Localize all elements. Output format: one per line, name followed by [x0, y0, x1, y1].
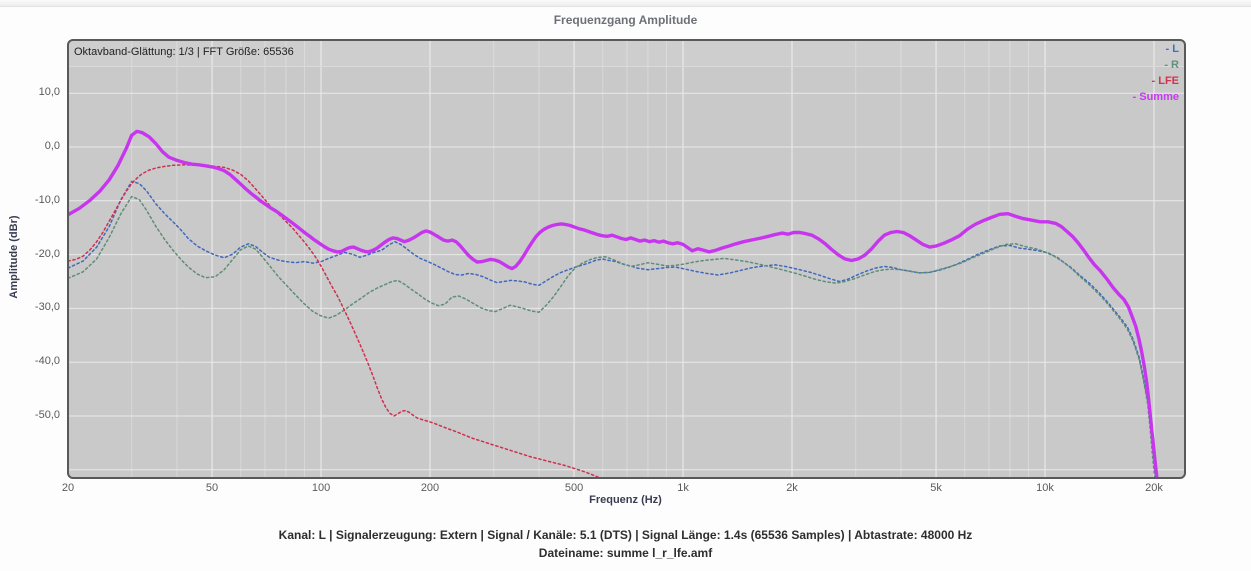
filename-line: Dateiname: summe l_r_lfe.amf [538, 546, 713, 560]
y-tick-0: 0,0 [44, 140, 60, 152]
x-tick-200: 200 [420, 482, 440, 494]
signal-info-line: Kanal: L | Signalerzeugung: Extern | Sig… [278, 528, 973, 542]
series-r-curve [69, 195, 1156, 477]
legend-item-lfe[interactable]: - LFE [1151, 75, 1180, 87]
y-tick-10: 10,0 [38, 86, 60, 99]
x-tick-1k: 1k [677, 482, 689, 494]
x-tick-2k: 2k [786, 482, 798, 494]
page-title: Frequenzgang Amplitude [553, 13, 698, 27]
x-tick-100: 100 [311, 482, 331, 494]
y-tick--50: -50,0 [34, 409, 60, 421]
y-tick--10: -10,0 [34, 193, 60, 206]
top-band [0, 0, 1251, 7]
legend: - L - R - LFE - Summe [1133, 41, 1179, 105]
x-tick-500: 500 [564, 482, 584, 494]
legend-item-l[interactable]: - L [1165, 43, 1179, 55]
x-tick-20: 20 [61, 482, 75, 494]
y-tick--20: -20,0 [34, 247, 60, 260]
legend-item-r[interactable]: - R [1164, 59, 1179, 71]
series-l-curve [69, 180, 1157, 477]
x-tick-50: 50 [205, 482, 219, 494]
legend-item-summe[interactable]: - Summe [1132, 91, 1179, 103]
plot-border [67, 39, 1186, 479]
x-tick-20k: 20k [1145, 482, 1163, 494]
series-lfe-curve [69, 164, 601, 477]
series-summe-curve [69, 129, 1160, 477]
y-tick--40: -40,0 [34, 355, 60, 368]
x-tick-10k: 10k [1036, 482, 1054, 494]
y-tick--30: -30,0 [34, 301, 60, 314]
smoothing-fft-info-label: Oktavband-Glättung: 1/3 | FFT Größe: 655… [74, 46, 294, 58]
info-strip [69, 41, 1184, 67]
status-bar: Kanal: L | Signalerzeugung: Extern | Sig… [0, 528, 1251, 560]
x-axis-title: Frequenz (Hz) [589, 494, 662, 506]
x-tick-5k: 5k [930, 482, 942, 494]
